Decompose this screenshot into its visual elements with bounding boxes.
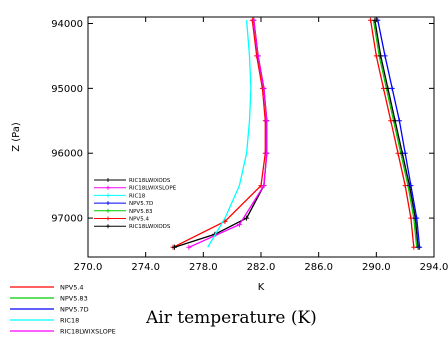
series-point-1-6 bbox=[244, 215, 250, 221]
series-point-6-1 bbox=[378, 53, 384, 59]
series-point-7-1 bbox=[382, 53, 388, 59]
series-point-2-7 bbox=[186, 244, 192, 250]
series-point-2-5 bbox=[261, 183, 267, 189]
series-point-6-2 bbox=[385, 85, 391, 91]
series-point-4-3 bbox=[388, 118, 394, 124]
series-point-2-3 bbox=[264, 118, 270, 124]
series-point-2-2 bbox=[261, 85, 267, 91]
inset-legend-marker-4 bbox=[106, 208, 110, 213]
series-point-4-1 bbox=[373, 53, 379, 59]
y-axis-label: Z (Pa) bbox=[11, 122, 22, 152]
x-axis-label: K bbox=[258, 282, 265, 293]
series-point-6-3 bbox=[392, 118, 398, 124]
inset-legend-marker-5 bbox=[106, 216, 110, 221]
series-line-4 bbox=[369, 20, 415, 248]
y-tick-label-1: 95000 bbox=[51, 84, 83, 95]
series-point-4-0 bbox=[368, 17, 374, 23]
x-tick-label-4: 286.0 bbox=[304, 262, 333, 273]
inset-legend-label-0: RIC18LWIXODS bbox=[129, 178, 171, 184]
series-point-7-3 bbox=[396, 118, 402, 124]
series-point-2-1 bbox=[255, 53, 261, 59]
x-tick-label-5: 290.0 bbox=[362, 262, 391, 273]
inset-legend-marker-6 bbox=[106, 224, 110, 229]
inset-legend-marker-1 bbox=[106, 185, 110, 190]
series-line-6 bbox=[374, 20, 419, 248]
inset-legend-marker-3 bbox=[106, 201, 110, 206]
series-point-2-6 bbox=[236, 222, 242, 228]
series-point-4-7 bbox=[411, 244, 417, 250]
series-point-7-6 bbox=[414, 215, 420, 221]
series-point-4-5 bbox=[402, 183, 408, 189]
series-point-4-2 bbox=[381, 85, 387, 91]
series-line-5 bbox=[372, 20, 418, 248]
x-tick-label-1: 274.0 bbox=[131, 262, 160, 273]
inset-legend-label-4: NPV5.83 bbox=[129, 209, 153, 215]
inset-legend-label-6: RIC18LWIXODS bbox=[129, 224, 171, 230]
inset-legend-marker-0 bbox=[106, 178, 110, 182]
series-point-4-6 bbox=[408, 215, 414, 221]
series-line-1 bbox=[174, 20, 268, 248]
y-tick-label-3: 97000 bbox=[51, 214, 83, 225]
series-line-3 bbox=[207, 20, 252, 248]
y-tick-label-2: 96000 bbox=[51, 149, 83, 160]
bottom-legend-label-2: NPV5.7D bbox=[60, 306, 89, 314]
x-tick-label-0: 270.0 bbox=[74, 262, 103, 273]
bottom-legend-label-1: NPV5.83 bbox=[60, 295, 88, 303]
y-tick-label-0: 94000 bbox=[51, 19, 83, 30]
series-point-1-8 bbox=[172, 244, 177, 250]
series-line-0 bbox=[172, 20, 266, 248]
series-point-7-2 bbox=[389, 85, 395, 91]
x-tick-label-6: 294.0 bbox=[420, 262, 448, 273]
series-point-2-0 bbox=[251, 17, 257, 23]
x-tick-label-3: 282.0 bbox=[247, 262, 276, 273]
series-point-7-4 bbox=[402, 150, 408, 156]
inset-legend-label-2: RIC18 bbox=[129, 193, 146, 199]
series-line-2 bbox=[188, 20, 268, 248]
series-line-7 bbox=[377, 20, 421, 248]
bottom-legend-label-3: RIC18 bbox=[60, 317, 79, 325]
bottom-legend-label-0: NPV5.4 bbox=[60, 284, 84, 292]
inset-legend-label-5: NPV5.4 bbox=[129, 217, 149, 223]
chart-title: Air temperature (K) bbox=[145, 308, 317, 328]
y-ticks: 94000 95000 96000 97000 bbox=[51, 19, 434, 225]
bottom-legend-label-4: RIC18LWIXSLOPE bbox=[60, 328, 116, 336]
series-point-2-4 bbox=[264, 150, 270, 156]
series-point-7-7 bbox=[417, 244, 423, 250]
inset-legend-label-1: RIC18LWIXSLOPE bbox=[129, 186, 177, 192]
inset-legend-label-3: NPV5.7D bbox=[129, 201, 153, 207]
series-point-7-5 bbox=[408, 183, 414, 189]
series-point-4-4 bbox=[395, 150, 401, 156]
x-ticks: 270.0 274.0 278.0 282.0 286.0 290.0 294.0 bbox=[74, 17, 448, 273]
series-layer bbox=[170, 17, 423, 250]
bottom-legend: NPV5.4 NPV5.83 NPV5.7D RIC18 RIC18LWIXSLOPE bbox=[10, 284, 116, 336]
x-tick-label-2: 278.0 bbox=[189, 262, 218, 273]
inset-legend-marker-2 bbox=[106, 193, 110, 198]
